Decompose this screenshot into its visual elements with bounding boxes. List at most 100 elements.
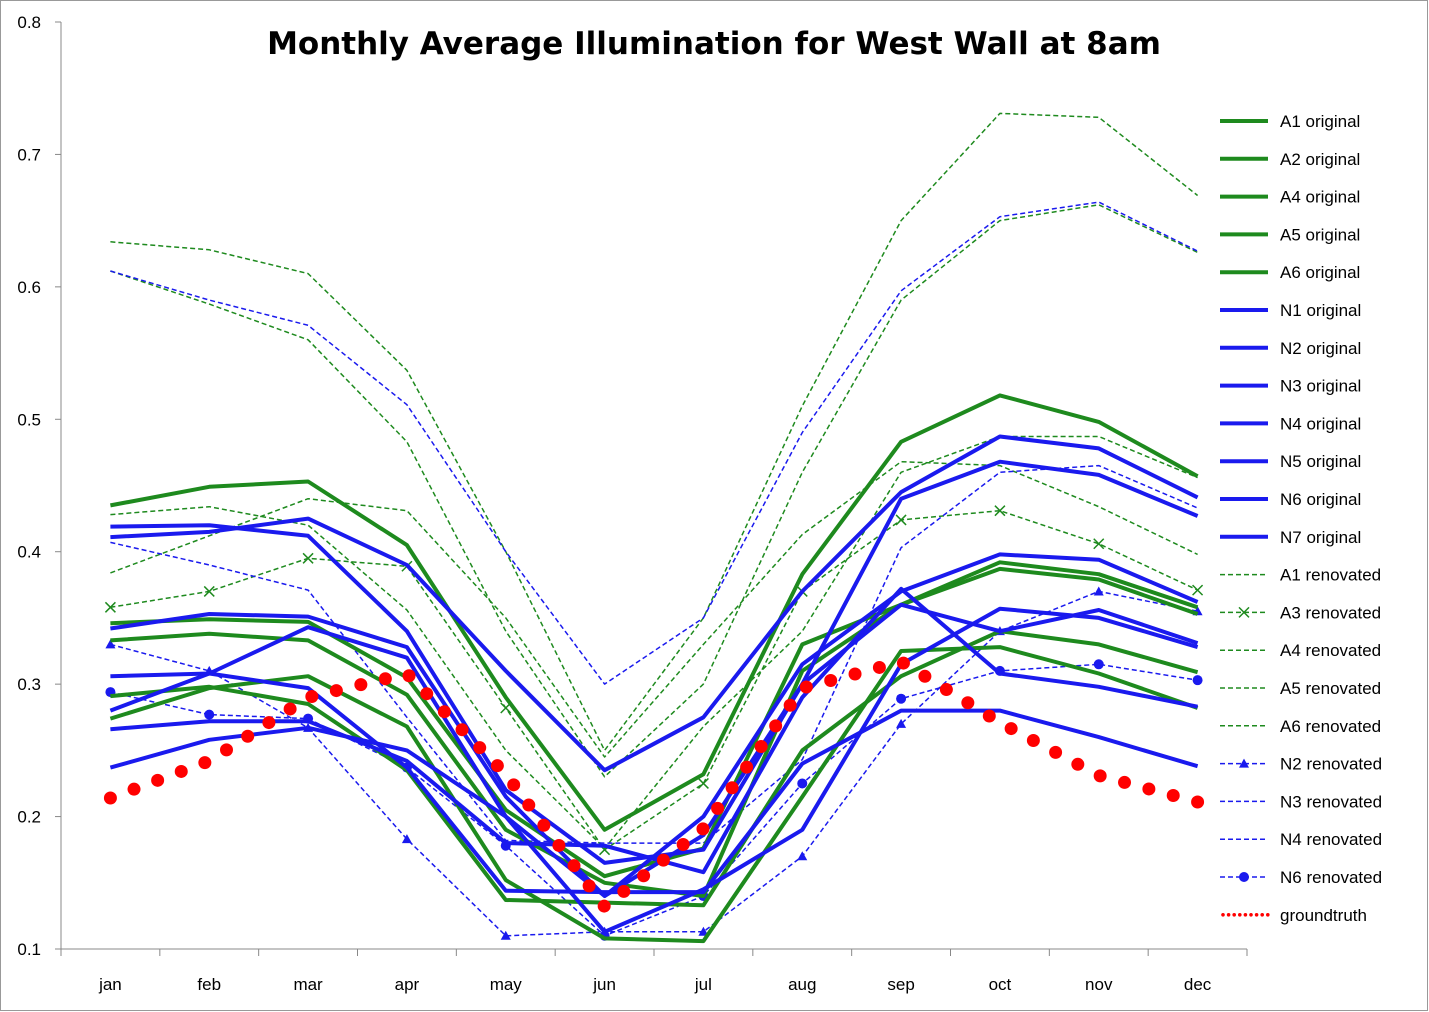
x-tick-label: jan bbox=[98, 975, 122, 994]
series-n4-renovated bbox=[110, 464, 1198, 844]
legend-label: A6 renovated bbox=[1280, 717, 1381, 736]
legend-swatch-dot bbox=[1254, 913, 1259, 917]
x-tick-label: jun bbox=[592, 975, 616, 994]
legend-label: N3 original bbox=[1280, 377, 1361, 396]
groundtruth-dot bbox=[537, 818, 551, 832]
legend-entry: N6 original bbox=[1220, 490, 1361, 509]
legend-entry: N3 original bbox=[1220, 377, 1361, 396]
series-line bbox=[110, 671, 1199, 895]
x-marker bbox=[1192, 584, 1204, 596]
legend-label: N7 original bbox=[1280, 528, 1361, 547]
groundtruth-dot bbox=[402, 669, 416, 683]
legend-swatch-dot bbox=[1221, 913, 1225, 917]
groundtruth-dot bbox=[127, 782, 141, 796]
groundtruth-dot bbox=[103, 791, 117, 805]
groundtruth-dot bbox=[305, 689, 319, 703]
groundtruth-dot bbox=[490, 759, 504, 773]
series-n2-original bbox=[110, 434, 1199, 773]
series-groundtruth bbox=[103, 656, 1205, 913]
legend-label: A6 original bbox=[1280, 263, 1360, 282]
series-line bbox=[110, 460, 1198, 758]
series-line bbox=[110, 566, 1199, 898]
groundtruth-dot bbox=[918, 669, 932, 683]
groundtruth-dot bbox=[1142, 782, 1156, 796]
x-marker bbox=[697, 777, 709, 789]
groundtruth-dot bbox=[896, 656, 910, 670]
circle-marker bbox=[797, 778, 808, 789]
groundtruth-dot bbox=[740, 760, 754, 774]
groundtruth-dot bbox=[507, 778, 521, 792]
groundtruth-dot bbox=[961, 696, 975, 710]
groundtruth-dot bbox=[939, 683, 953, 697]
triangle-marker bbox=[1093, 586, 1104, 596]
series-a5-renovated bbox=[110, 460, 1198, 758]
legend-label: N5 original bbox=[1280, 452, 1361, 471]
legend-label: A1 renovated bbox=[1280, 566, 1381, 585]
series-line bbox=[110, 393, 1199, 832]
legend-swatch-dot bbox=[1260, 913, 1264, 917]
series-a5-original bbox=[109, 645, 1199, 944]
circle-marker bbox=[896, 693, 907, 704]
legend-entry: N6 renovated bbox=[1220, 868, 1382, 887]
groundtruth-dot bbox=[420, 687, 434, 701]
groundtruth-dot bbox=[617, 884, 631, 898]
y-tick-label: 0.7 bbox=[17, 145, 41, 164]
series-line bbox=[109, 606, 1199, 934]
legend-entry: A6 original bbox=[1220, 263, 1360, 282]
y-tick-label: 0.8 bbox=[17, 13, 41, 32]
legend-label: A3 renovated bbox=[1280, 603, 1381, 622]
triangle-marker bbox=[698, 926, 709, 936]
legend-swatch-dot bbox=[1243, 913, 1248, 917]
groundtruth-dot bbox=[848, 667, 862, 681]
series-n3-renovated bbox=[110, 201, 1198, 685]
groundtruth-dot bbox=[754, 740, 768, 754]
legend-entry: N7 original bbox=[1220, 528, 1361, 547]
x-marker bbox=[203, 585, 215, 597]
legend-swatch-dot bbox=[1238, 913, 1242, 917]
series-line bbox=[110, 434, 1199, 773]
groundtruth-dot bbox=[637, 869, 651, 883]
groundtruth-dot bbox=[552, 838, 566, 852]
legend-label: A5 original bbox=[1280, 225, 1360, 244]
legend-label: N2 renovated bbox=[1280, 755, 1382, 774]
series-a1-original bbox=[110, 393, 1199, 832]
legend-entry: N5 original bbox=[1220, 452, 1361, 471]
groundtruth-dot bbox=[582, 879, 596, 893]
x-marker bbox=[895, 514, 907, 526]
x-marker bbox=[994, 505, 1006, 517]
series-a1-renovated bbox=[110, 112, 1199, 752]
legend-swatch-dot bbox=[1226, 913, 1231, 917]
groundtruth-dot bbox=[378, 672, 392, 686]
x-tick-label: dec bbox=[1184, 975, 1212, 994]
groundtruth-dot bbox=[151, 773, 165, 787]
x-tick-label: sep bbox=[887, 975, 914, 994]
groundtruth-dot bbox=[1166, 788, 1180, 802]
groundtruth-dot bbox=[872, 660, 886, 674]
groundtruth-dot bbox=[241, 729, 255, 743]
legend-label: N2 original bbox=[1280, 339, 1361, 358]
legend-entry: A1 original bbox=[1220, 112, 1360, 131]
groundtruth-dot bbox=[1049, 745, 1063, 759]
x-tick-label: mar bbox=[293, 975, 323, 994]
series-line bbox=[110, 560, 1199, 879]
series-line bbox=[110, 201, 1198, 685]
y-tick-label: 0.6 bbox=[17, 278, 41, 297]
legend-entry: A3 renovated bbox=[1220, 603, 1381, 622]
groundtruth-dot bbox=[597, 899, 611, 913]
groundtruth-dot bbox=[656, 853, 670, 867]
series-line bbox=[110, 663, 1198, 937]
groundtruth-dot bbox=[769, 719, 783, 733]
series-n4-original bbox=[109, 602, 1199, 898]
groundtruth-dot bbox=[262, 716, 276, 730]
series-n7-original bbox=[110, 586, 1198, 875]
circle-marker bbox=[1093, 659, 1104, 670]
legend-entry: A5 renovated bbox=[1220, 679, 1381, 698]
legend-entry: A4 renovated bbox=[1220, 641, 1381, 660]
y-tick-label: 0.3 bbox=[17, 675, 41, 694]
legend-swatch-dot bbox=[1232, 913, 1236, 917]
x-tick-label: may bbox=[490, 975, 523, 994]
y-tick-label: 0.5 bbox=[17, 410, 41, 429]
